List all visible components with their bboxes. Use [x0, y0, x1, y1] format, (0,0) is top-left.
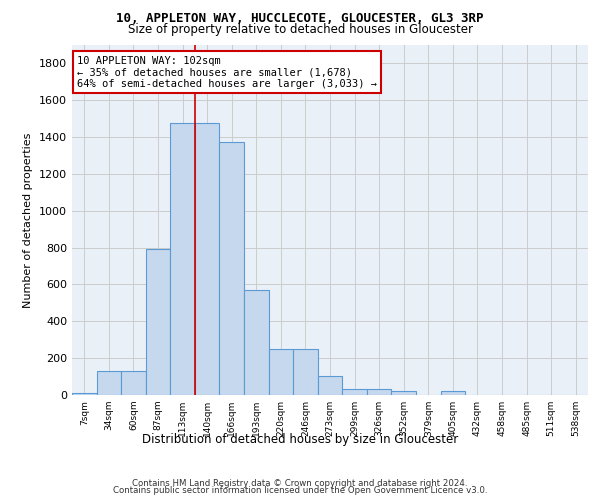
Text: 10, APPLETON WAY, HUCCLECOTE, GLOUCESTER, GL3 3RP: 10, APPLETON WAY, HUCCLECOTE, GLOUCESTER… — [116, 12, 484, 26]
Bar — [391, 392, 416, 395]
Text: 10 APPLETON WAY: 102sqm
← 35% of detached houses are smaller (1,678)
64% of semi: 10 APPLETON WAY: 102sqm ← 35% of detache… — [77, 56, 377, 88]
Bar — [220, 142, 244, 395]
Text: Distribution of detached houses by size in Gloucester: Distribution of detached houses by size … — [142, 432, 458, 446]
Bar — [342, 388, 367, 395]
Bar — [440, 392, 465, 395]
Bar — [146, 250, 170, 395]
Bar — [97, 371, 121, 395]
Text: Size of property relative to detached houses in Gloucester: Size of property relative to detached ho… — [128, 22, 473, 36]
Bar — [244, 290, 269, 395]
Bar — [269, 349, 293, 395]
Y-axis label: Number of detached properties: Number of detached properties — [23, 132, 34, 308]
Bar — [318, 376, 342, 395]
Bar — [170, 124, 195, 395]
Bar — [121, 371, 146, 395]
Text: Contains public sector information licensed under the Open Government Licence v3: Contains public sector information licen… — [113, 486, 487, 495]
Text: Contains HM Land Registry data © Crown copyright and database right 2024.: Contains HM Land Registry data © Crown c… — [132, 478, 468, 488]
Bar — [72, 393, 97, 395]
Bar — [367, 390, 391, 395]
Bar — [195, 124, 220, 395]
Bar — [293, 349, 318, 395]
